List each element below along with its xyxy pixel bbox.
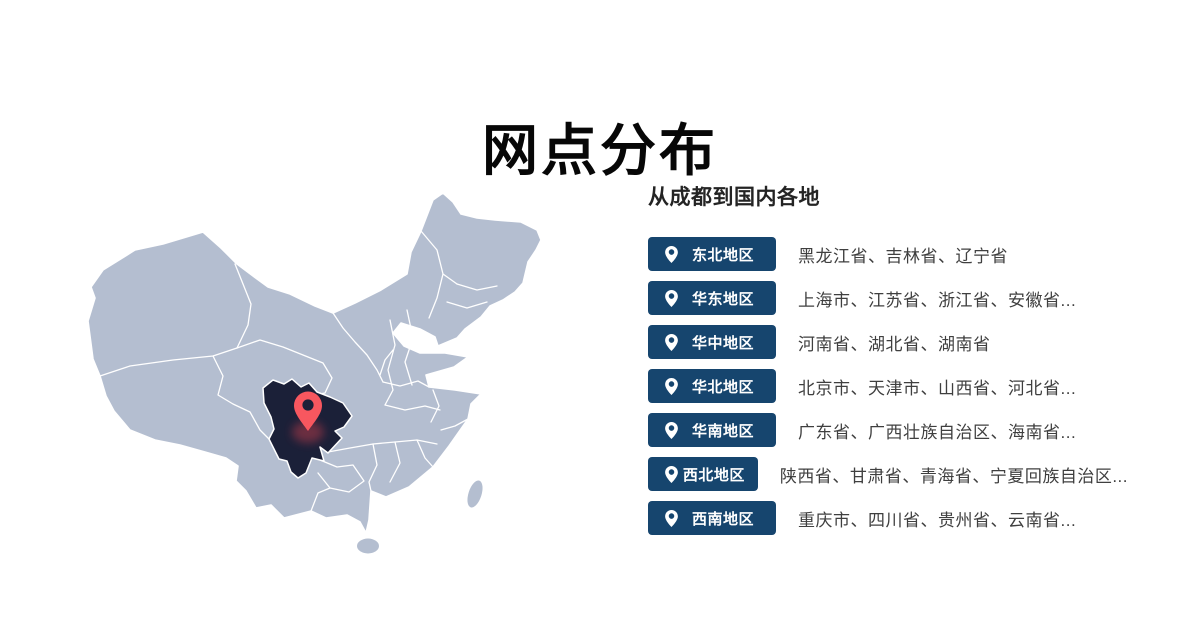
region-button-label: 华中地区 — [691, 334, 754, 352]
page-title: 网点分布 — [482, 118, 718, 182]
region-button-northeast[interactable]: 东北地区 — [648, 237, 776, 272]
region-row-north-china: 华北地区 北京市、天津市、山西省、河北省... — [648, 369, 1128, 404]
region-button-label: 华南地区 — [691, 422, 754, 440]
location-pin-icon — [665, 465, 678, 483]
province-list: 河南省、湖北省、湖南省 — [798, 334, 991, 354]
province-list: 上海市、江苏省、浙江省、安徽省... — [798, 290, 1077, 310]
region-button-north-china[interactable]: 华北地区 — [648, 369, 776, 404]
region-button-east-china[interactable]: 华东地区 — [648, 281, 776, 316]
region-row-northeast: 东北地区 黑龙江省、吉林省、辽宁省 — [648, 237, 1128, 272]
region-button-label: 东北地区 — [691, 246, 754, 264]
location-pin-icon — [665, 377, 678, 395]
regions-panel: 从成都到国内各地 东北地区 黑龙江省、吉林省、辽宁省 华东地区 上海市、江苏省、… — [648, 185, 1128, 545]
taiwan-island — [467, 480, 483, 508]
location-pin-icon — [665, 421, 678, 439]
pin-glow — [292, 421, 324, 443]
panel-heading: 从成都到国内各地 — [648, 186, 820, 209]
region-row-southwest: 西南地区 重庆市、四川省、贵州省、云南省... — [648, 501, 1128, 536]
region-row-east-china: 华东地区 上海市、江苏省、浙江省、安徽省... — [648, 281, 1128, 316]
location-pin-icon — [665, 333, 678, 351]
province-list: 黑龙江省、吉林省、辽宁省 — [798, 246, 1008, 266]
location-pin-icon — [665, 289, 678, 307]
region-row-central-china: 华中地区 河南省、湖北省、湖南省 — [648, 325, 1128, 360]
region-row-south-china: 华南地区 广东省、广西壮族自治区、海南省... — [648, 413, 1128, 448]
province-borders — [99, 230, 498, 512]
china-map — [85, 190, 605, 570]
region-button-southwest[interactable]: 西南地区 — [648, 501, 776, 536]
province-list: 重庆市、四川省、贵州省、云南省... — [798, 510, 1077, 530]
region-button-central-china[interactable]: 华中地区 — [648, 325, 776, 360]
china-map-svg — [87, 192, 542, 554]
map-mainland — [87, 192, 542, 554]
province-list: 陕西省、甘肃省、青海省、宁夏回族自治区... — [779, 466, 1128, 486]
region-button-label: 西南地区 — [691, 510, 754, 528]
region-button-label: 华东地区 — [691, 290, 754, 308]
location-pin-icon — [665, 245, 678, 263]
region-button-south-china[interactable]: 华南地区 — [648, 413, 776, 448]
region-button-label: 西北地区 — [682, 466, 745, 484]
province-list: 广东省、广西壮族自治区、海南省... — [798, 422, 1077, 442]
hainan-island — [357, 538, 379, 554]
province-list: 北京市、天津市、山西省、河北省... — [798, 378, 1077, 398]
location-pin — [294, 391, 322, 431]
location-pin-icon — [665, 509, 678, 527]
region-row-northwest: 西北地区 陕西省、甘肃省、青海省、宁夏回族自治区... — [648, 457, 1128, 492]
region-button-label: 华北地区 — [691, 378, 754, 396]
region-button-northwest[interactable]: 西北地区 — [648, 457, 758, 492]
